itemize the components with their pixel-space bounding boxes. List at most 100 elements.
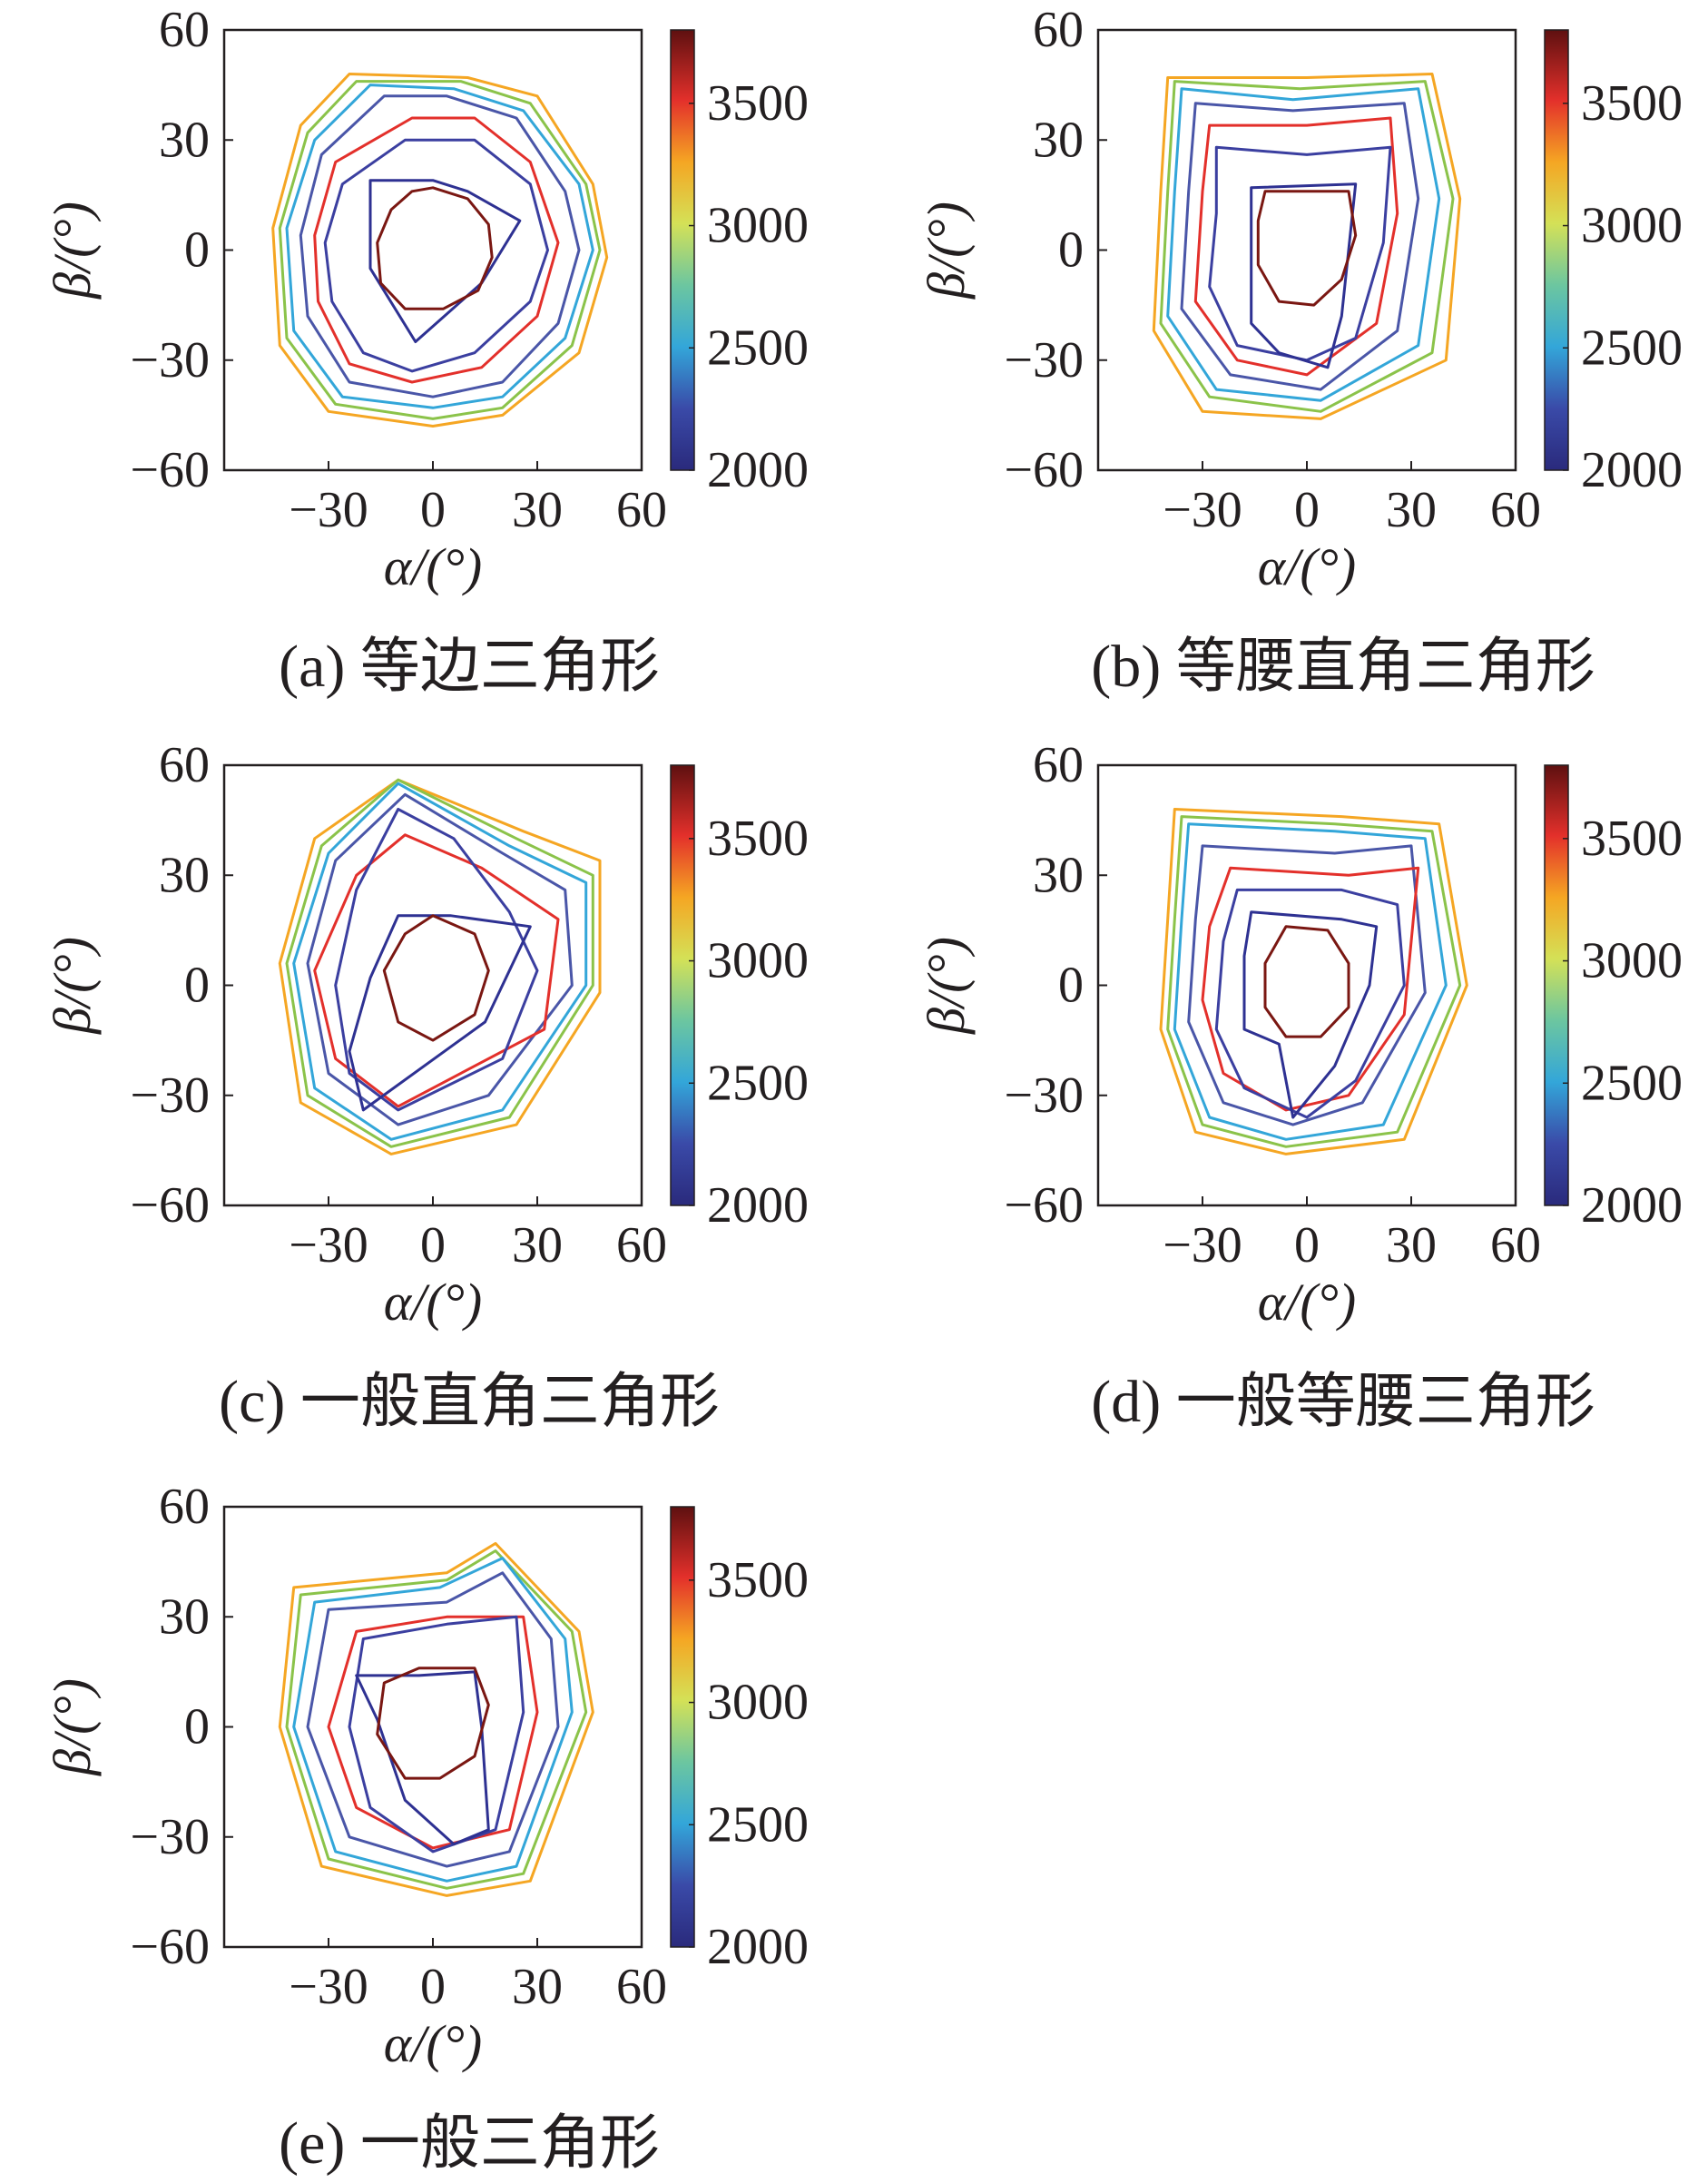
x-tick-label: 60 bbox=[616, 1959, 667, 2015]
contour-line-7 bbox=[278, 1541, 594, 1897]
x-tick-label: 60 bbox=[1490, 1217, 1541, 1273]
colorbar-tick-label: 2500 bbox=[1581, 1055, 1683, 1111]
y-tick-label: 0 bbox=[184, 1699, 210, 1755]
panel-caption: (a) 等边三角形 bbox=[279, 634, 660, 700]
y-axis-label: β/(°) bbox=[43, 1678, 102, 1776]
panel-c: −30 0 30 60 60 30 0 −30 −60 α/(°) β/(°) 2000 2500 300… bbox=[43, 737, 809, 1435]
x-tick-label: −30 bbox=[289, 1959, 368, 2015]
x-tick-label: 0 bbox=[420, 1959, 446, 2015]
contour-line-1 bbox=[368, 179, 522, 343]
y-axis-label: β/(°) bbox=[43, 202, 102, 300]
panel-e: −30 0 30 60 60 30 0 −30 −60 α/(°) β/(°) 2000 2500 300… bbox=[43, 1479, 809, 2177]
contour-line-5 bbox=[292, 1557, 574, 1883]
contour-line-3 bbox=[313, 833, 560, 1108]
contour-line-5 bbox=[1173, 822, 1448, 1141]
contour-line-6 bbox=[285, 778, 594, 1148]
x-tick-label: −30 bbox=[1163, 1217, 1242, 1273]
colorbar bbox=[670, 29, 695, 471]
colorbar-tick-label: 2500 bbox=[707, 1055, 809, 1111]
y-axis-label: β/(°) bbox=[917, 202, 976, 300]
y-tick-label: −60 bbox=[130, 1177, 210, 1234]
contour-line-6 bbox=[278, 80, 602, 420]
y-tick-label: 30 bbox=[159, 1588, 210, 1645]
colorbar-tick-label: 3000 bbox=[707, 1675, 809, 1731]
y-axis-label: β/(°) bbox=[43, 937, 102, 1035]
y-tick-label: 0 bbox=[1058, 222, 1084, 279]
colorbar-tick-label: 3500 bbox=[707, 75, 809, 132]
contour-line-0 bbox=[1263, 925, 1350, 1038]
contour-line-1 bbox=[1242, 910, 1379, 1119]
contour-line-4 bbox=[306, 1571, 560, 1868]
colorbar bbox=[670, 764, 695, 1206]
y-tick-label: −30 bbox=[1004, 1067, 1084, 1124]
contour-line-5 bbox=[292, 782, 588, 1141]
y-tick-label: 60 bbox=[1033, 2, 1084, 58]
x-tick-label: 60 bbox=[616, 1217, 667, 1273]
panel-caption: (c) 一般直角三角形 bbox=[219, 1369, 720, 1435]
panel-b: −30 0 30 60 60 30 0 −30 −60 α/(°) β/(°) 2000 2500 300… bbox=[917, 2, 1683, 700]
contour-line-6 bbox=[1166, 815, 1462, 1148]
colorbar-tick-label: 2500 bbox=[707, 320, 809, 376]
colorbar-tick-label: 2000 bbox=[707, 1919, 809, 1975]
contour-line-5 bbox=[1166, 87, 1441, 402]
y-tick-label: 60 bbox=[1033, 737, 1084, 793]
colorbar-tick-label: 2500 bbox=[1581, 320, 1683, 376]
contour-line-7 bbox=[1159, 808, 1468, 1155]
contour-line-4 bbox=[1187, 844, 1427, 1126]
colorbar bbox=[1544, 29, 1569, 471]
contour-line-2 bbox=[348, 1615, 525, 1854]
x-axis-label: α/(°) bbox=[1258, 1273, 1356, 1332]
colorbar-tick-label: 3500 bbox=[1581, 811, 1683, 867]
colorbar-tick-label: 2000 bbox=[707, 442, 809, 498]
panel-caption: (e) 一般三角形 bbox=[279, 2110, 660, 2177]
colorbar-tick-label: 3000 bbox=[1581, 933, 1683, 989]
contour-line-5 bbox=[285, 84, 594, 409]
x-tick-label: −30 bbox=[289, 482, 368, 538]
x-tick-label: 30 bbox=[512, 1959, 563, 2015]
contour-line-7 bbox=[1152, 73, 1462, 420]
colorbar-tick-label: 2000 bbox=[707, 1177, 809, 1234]
y-tick-label: 30 bbox=[159, 112, 210, 168]
y-tick-label: −30 bbox=[130, 1067, 210, 1124]
contour-line-6 bbox=[1159, 80, 1455, 413]
contour-line-7 bbox=[278, 778, 602, 1155]
y-tick-label: 30 bbox=[1033, 847, 1084, 903]
y-tick-label: 60 bbox=[159, 737, 210, 793]
x-tick-label: 60 bbox=[1490, 482, 1541, 538]
y-tick-label: −30 bbox=[130, 332, 210, 388]
x-tick-label: 30 bbox=[512, 482, 563, 538]
x-tick-label: 0 bbox=[420, 1217, 446, 1273]
x-tick-label: −30 bbox=[289, 1217, 368, 1273]
contour-line-1 bbox=[348, 914, 532, 1112]
plot-frame bbox=[1096, 28, 1517, 472]
x-tick-label: 0 bbox=[420, 482, 446, 538]
y-tick-label: 0 bbox=[184, 222, 210, 279]
colorbar-tick-label: 2500 bbox=[707, 1796, 809, 1853]
x-tick-label: 0 bbox=[1294, 482, 1320, 538]
x-tick-label: 0 bbox=[1294, 1217, 1320, 1273]
colorbar-tick-label: 3500 bbox=[707, 1552, 809, 1608]
plot-frame bbox=[222, 763, 643, 1207]
contour-line-3 bbox=[1193, 116, 1399, 377]
contour-line-6 bbox=[285, 1549, 588, 1890]
panel-caption: (d) 一般等腰三角形 bbox=[1091, 1369, 1595, 1435]
contour-line-2 bbox=[323, 138, 549, 373]
colorbar-tick-label: 3000 bbox=[707, 933, 809, 989]
y-tick-label: −60 bbox=[1004, 442, 1084, 498]
contour-line-2 bbox=[1208, 145, 1392, 362]
y-tick-label: −60 bbox=[130, 442, 210, 498]
x-tick-label: 30 bbox=[1386, 482, 1437, 538]
contour-line-4 bbox=[1180, 102, 1420, 391]
contour-line-4 bbox=[306, 792, 574, 1126]
y-tick-label: 0 bbox=[1058, 958, 1084, 1014]
contour-line-0 bbox=[376, 186, 494, 310]
y-tick-label: −60 bbox=[130, 1919, 210, 1975]
x-tick-label: 60 bbox=[616, 482, 667, 538]
panel-a: −30 0 30 60 60 30 0 −30 −60 α/(°) β/(°) 2000 2500 300… bbox=[43, 2, 809, 700]
contour-line-4 bbox=[299, 94, 581, 398]
y-tick-label: −30 bbox=[130, 1809, 210, 1865]
x-axis-label: α/(°) bbox=[384, 1273, 482, 1332]
contour-line-2 bbox=[1214, 888, 1406, 1119]
y-axis-label: β/(°) bbox=[917, 937, 976, 1035]
